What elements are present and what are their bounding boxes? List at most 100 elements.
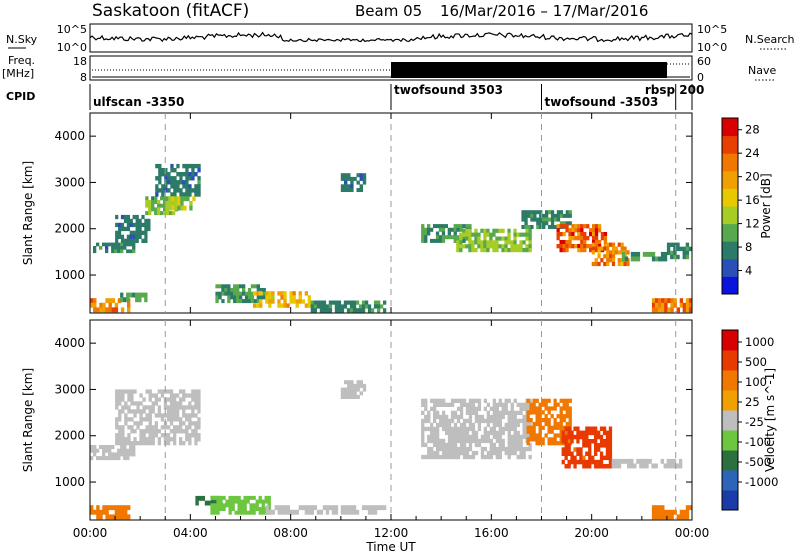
heatmap-cell <box>261 510 265 515</box>
heatmap-cell <box>185 168 189 173</box>
colorbar-tick-label: 20 <box>745 170 760 184</box>
heatmap-cell <box>471 402 476 407</box>
heatmap-cell <box>301 505 305 511</box>
heatmap-cell <box>90 298 94 304</box>
heatmap-cell <box>356 383 360 388</box>
heatmap-cell <box>430 454 434 460</box>
heatmap-cell <box>507 418 511 424</box>
heatmap-cell <box>471 422 476 428</box>
heatmap-cell <box>130 397 134 402</box>
heatmap-cell <box>504 244 508 249</box>
heatmap-cell <box>498 410 502 415</box>
heatmap-cell <box>166 409 171 414</box>
heatmap-cell <box>682 307 687 313</box>
heatmap-cell <box>118 441 122 446</box>
heatmap-cell <box>605 455 610 461</box>
heatmap-cell <box>99 307 103 313</box>
heatmap-cell <box>510 434 514 440</box>
heatmap-cell <box>536 210 540 215</box>
heatmap-cell <box>580 236 584 241</box>
heatmap-cell <box>453 235 457 240</box>
heatmap-cell <box>344 188 348 192</box>
heatmap-cell <box>362 173 367 178</box>
heatmap-cell <box>465 446 470 452</box>
heatmap-cell <box>603 244 608 249</box>
heatmap-cell <box>582 464 586 469</box>
heatmap-cell <box>462 228 466 233</box>
heatmap-cell <box>527 210 531 215</box>
heatmap-cell <box>666 250 671 256</box>
heatmap-cell <box>161 172 165 177</box>
heatmap-cell <box>648 458 652 464</box>
heatmap-cell <box>450 434 455 440</box>
heatmap-cell <box>145 203 149 208</box>
heatmap-cell <box>597 443 601 448</box>
heatmap-cell <box>347 383 351 388</box>
y-tick-label: 2000 <box>54 429 85 443</box>
heatmap-cell <box>519 450 523 456</box>
heatmap-cell <box>445 426 449 432</box>
heatmap-cell <box>253 291 257 296</box>
heatmap-cell <box>474 406 479 411</box>
heatmap-cell <box>471 240 475 245</box>
heatmap-cell <box>559 210 564 215</box>
heatmap-cell <box>373 509 378 515</box>
heatmap-cell <box>456 434 461 440</box>
heatmap-cell <box>579 451 583 456</box>
time-marker-lines <box>164 113 677 520</box>
heatmap-cell <box>213 507 217 511</box>
heatmap-cell <box>588 439 592 444</box>
heatmap-cell <box>501 414 505 420</box>
heatmap-cell <box>495 240 499 245</box>
heatmap-cell <box>504 248 508 253</box>
heatmap-cell <box>535 433 539 438</box>
heatmap-cell <box>231 495 235 500</box>
heatmap-cell <box>459 438 464 444</box>
heatmap-cell <box>356 173 360 178</box>
heatmap-cell <box>124 405 128 410</box>
heatmap-cell <box>167 172 171 177</box>
heatmap-cell <box>576 439 580 444</box>
heatmap-cell <box>377 300 381 305</box>
heatmap-cell <box>194 425 198 430</box>
heatmap-cell <box>93 246 97 250</box>
heatmap-cell <box>219 499 223 504</box>
heatmap-cell <box>468 422 473 428</box>
heatmap-cell <box>268 509 272 515</box>
heatmap-cell <box>456 398 461 403</box>
heatmap-cell <box>344 380 348 385</box>
heatmap-cell <box>553 433 557 438</box>
heatmap-cell <box>559 433 563 438</box>
heatmap-cell <box>456 426 461 432</box>
heatmap-cell <box>144 292 148 298</box>
heatmap-cell <box>430 238 434 243</box>
heatmap-cell <box>211 500 215 506</box>
heatmap-cell <box>583 224 587 229</box>
heatmap-cell <box>433 454 437 460</box>
heatmap-cell <box>477 244 481 249</box>
heatmap-cell <box>176 393 180 398</box>
heatmap-cell <box>424 418 428 424</box>
heatmap-cell <box>459 442 464 448</box>
heatmap-cell <box>421 227 425 232</box>
heatmap-cell <box>519 442 523 448</box>
heatmap-cell <box>234 499 238 504</box>
heatmap-cell <box>442 454 446 460</box>
heatmap-cell <box>346 308 351 313</box>
heatmap-cell <box>658 509 662 515</box>
heatmap-cell <box>247 288 252 292</box>
heatmap-cell <box>561 430 565 436</box>
heatmap-cell <box>421 231 425 236</box>
heatmap-cell <box>535 398 539 403</box>
colorbar-tick-label: 12 <box>745 217 760 231</box>
heatmap-cell <box>483 418 487 424</box>
heatmap-cell <box>114 514 119 520</box>
heatmap-cell <box>115 222 119 228</box>
heatmap-cell <box>252 495 256 500</box>
heatmap-cell <box>188 405 192 410</box>
heatmap-cell <box>535 441 539 446</box>
heatmap-cell <box>570 439 574 444</box>
heatmap-cell <box>148 393 152 398</box>
heatmap-cell <box>571 224 575 229</box>
